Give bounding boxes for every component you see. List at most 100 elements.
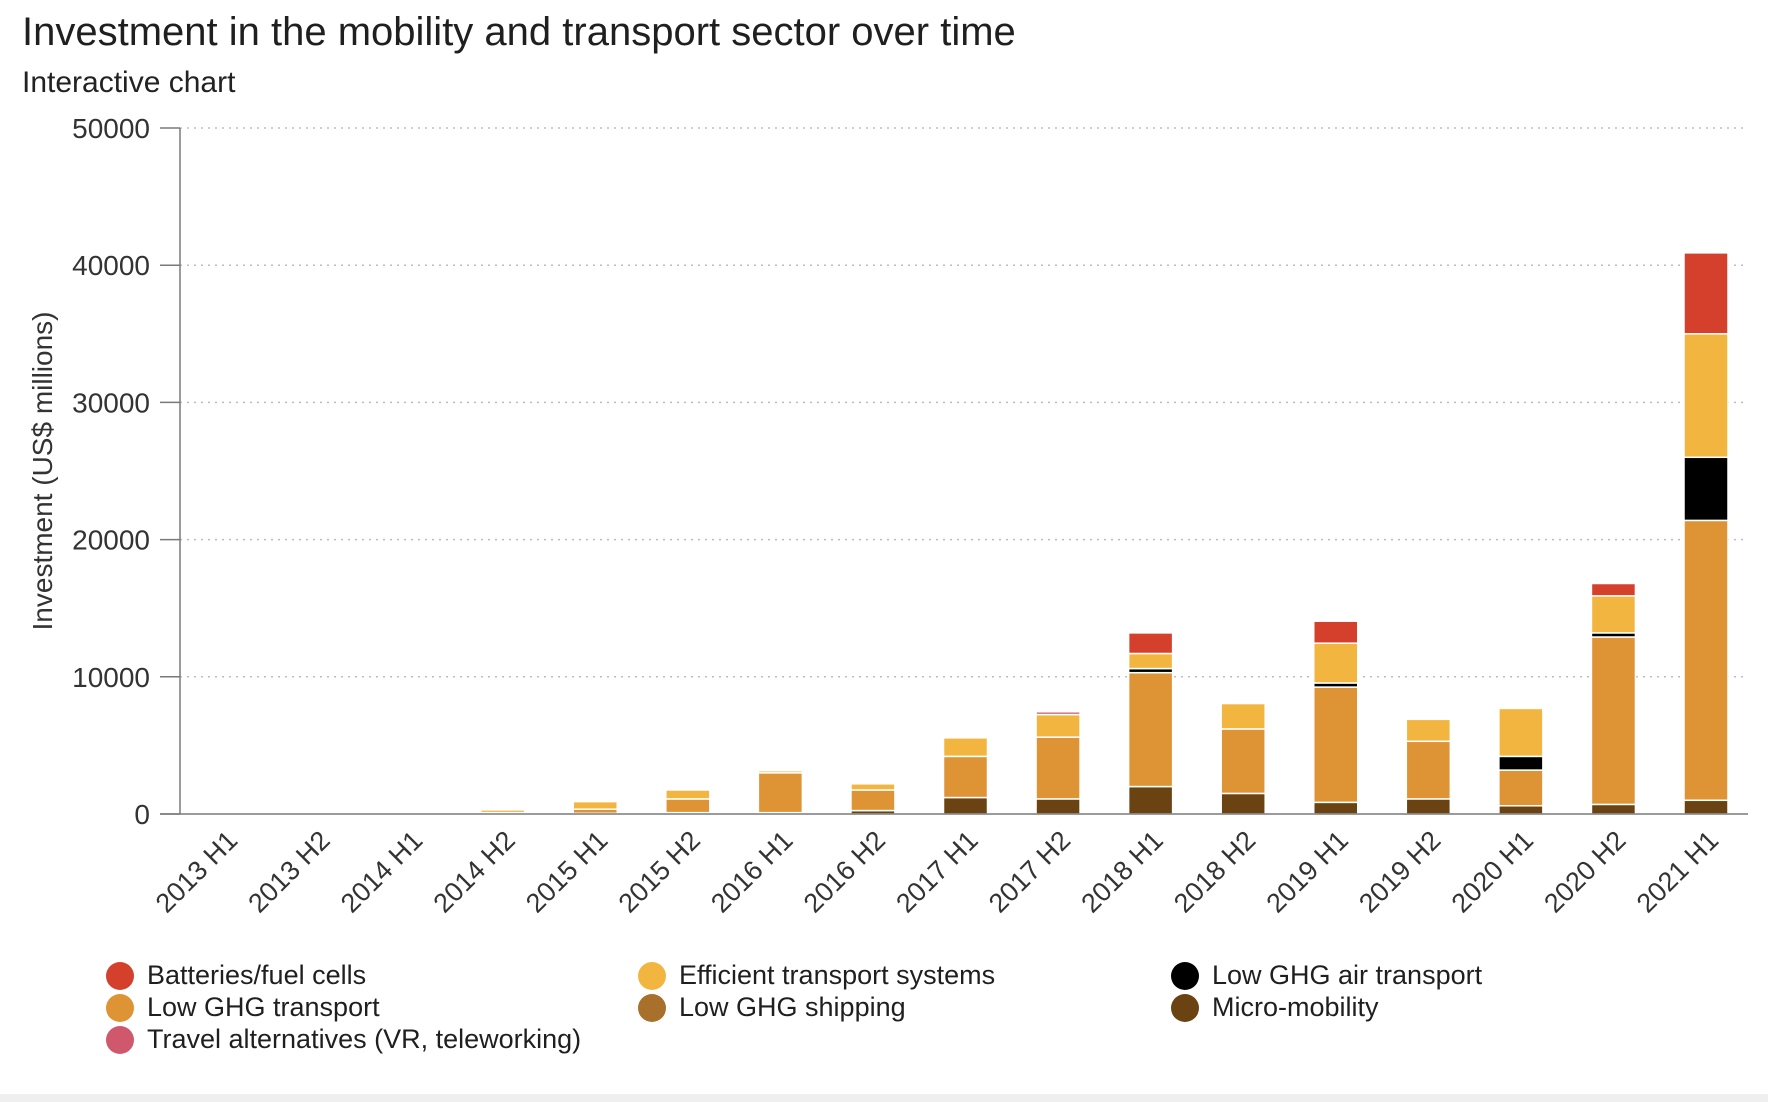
bar-segment[interactable]	[1127, 632, 1174, 655]
y-ticks: 0 10000 20000 30000 40000 50000	[72, 113, 180, 830]
legend-label: Low GHG transport	[147, 992, 380, 1022]
bar-segment[interactable]	[1590, 636, 1637, 806]
legend-swatch	[638, 961, 666, 990]
bar-segment[interactable]	[665, 789, 711, 800]
bar-segment[interactable]	[1313, 801, 1359, 815]
bar-segment[interactable]	[850, 789, 896, 812]
legend-item[interactable]: Batteries/fuel cells	[106, 960, 638, 991]
y-tick-label: 50000	[72, 113, 150, 144]
x-tick-label: 2016 H2	[798, 825, 891, 918]
bar-stack[interactable]	[572, 800, 618, 816]
bar-segment[interactable]	[1220, 728, 1266, 795]
chart-subtitle: Interactive chart	[22, 66, 236, 99]
legend-label: Batteries/fuel cells	[147, 960, 367, 990]
bar-stack[interactable]	[757, 770, 804, 815]
x-tick-label: 2018 H1	[1075, 825, 1168, 918]
bar-segment[interactable]	[1590, 582, 1637, 597]
bar-segment[interactable]	[1498, 769, 1544, 807]
bar-segment[interactable]	[1498, 704, 1544, 708]
bar-stack[interactable]	[1035, 711, 1081, 815]
legend-swatch	[1171, 993, 1199, 1022]
y-tick-label: 10000	[72, 662, 150, 693]
bar-segment[interactable]	[665, 798, 711, 814]
legend-label: Low GHG shipping	[679, 992, 906, 1022]
bar-stack[interactable]	[1127, 632, 1174, 815]
bar-segment[interactable]	[1127, 785, 1174, 815]
bar-segment[interactable]	[1683, 333, 1729, 459]
bar-segment[interactable]	[1590, 595, 1637, 634]
gridlines	[180, 127, 1748, 678]
bar-segment[interactable]	[1035, 711, 1081, 716]
x-tick-label: 2015 H2	[613, 825, 706, 918]
bar-segment[interactable]	[1035, 798, 1081, 815]
bar-stack[interactable]	[1405, 718, 1452, 815]
bar-segment[interactable]	[1683, 456, 1729, 522]
axes	[160, 128, 1748, 815]
legend-swatch	[638, 993, 666, 1022]
bar-segment[interactable]	[942, 796, 989, 815]
bar-segment[interactable]	[1220, 792, 1266, 815]
y-tick-label: 40000	[72, 250, 150, 281]
x-ticks: 2013 H1 2013 H2 2014 H1 2014 H2 2015 H1 2015 …	[150, 825, 1724, 918]
bar-segment[interactable]	[1683, 252, 1729, 335]
bar-segment[interactable]	[1405, 798, 1452, 815]
bars	[479, 252, 1729, 816]
legend-label: Micro-mobility	[1212, 992, 1379, 1022]
bar-stack[interactable]	[1683, 252, 1729, 815]
bar-segment[interactable]	[1313, 686, 1359, 804]
legend-item[interactable]: Micro-mobility	[1171, 992, 1651, 1023]
bar-segment[interactable]	[1683, 799, 1729, 815]
bar-stack[interactable]	[1498, 704, 1544, 815]
legend-swatch	[1171, 961, 1199, 990]
legend-item[interactable]: Low GHG shipping	[638, 992, 1171, 1023]
x-tick-label: 2016 H1	[705, 825, 798, 918]
chart-title: Investment in the mobility and transport…	[22, 10, 1016, 54]
bar-segment[interactable]	[1498, 755, 1544, 771]
bar-stack[interactable]	[1313, 620, 1359, 815]
x-tick-label: 2017 H2	[983, 825, 1076, 918]
bar-segment[interactable]	[1405, 718, 1452, 743]
bar-stack[interactable]	[1590, 582, 1637, 815]
bottom-border	[0, 1094, 1768, 1102]
bar-segment[interactable]	[479, 809, 526, 814]
bar-segment[interactable]	[1590, 803, 1637, 815]
x-tick-label: 2018 H2	[1168, 825, 1261, 918]
x-tick-label: 2019 H1	[1261, 825, 1354, 918]
bar-segment[interactable]	[1035, 736, 1081, 800]
bar-segment[interactable]	[572, 800, 618, 810]
legend-item[interactable]: Low GHG transport	[106, 992, 638, 1023]
legend-item[interactable]: Efficient transport systems	[638, 960, 1171, 991]
bar-segment[interactable]	[1683, 519, 1729, 802]
bar-stack[interactable]	[1220, 702, 1266, 815]
bar-segment[interactable]	[757, 772, 804, 814]
legend-swatch	[106, 961, 134, 990]
bar-stack[interactable]	[850, 783, 896, 815]
bar-segment[interactable]	[1498, 707, 1544, 758]
bar-segment[interactable]	[757, 770, 804, 774]
bar-segment[interactable]	[850, 783, 896, 791]
x-tick-label: 2013 H1	[150, 825, 243, 918]
bar-segment[interactable]	[1313, 620, 1359, 644]
x-tick-label: 2015 H1	[520, 825, 613, 918]
bar-segment[interactable]	[1035, 713, 1081, 738]
bar-stack[interactable]	[942, 737, 989, 815]
legend-item[interactable]: Travel alternatives (VR, teleworking)	[106, 1024, 638, 1055]
bar-segment[interactable]	[1127, 671, 1174, 788]
x-tick-label: 2017 H1	[890, 825, 983, 918]
bar-segment[interactable]	[1220, 702, 1266, 730]
bar-segment[interactable]	[1498, 805, 1544, 815]
bar-segment[interactable]	[1405, 740, 1452, 800]
legend-swatch	[106, 1025, 134, 1054]
x-tick-label: 2021 H1	[1631, 825, 1724, 918]
bar-segment[interactable]	[942, 755, 989, 799]
x-tick-label: 2019 H2	[1353, 825, 1446, 918]
bar-segment[interactable]	[1313, 642, 1359, 684]
bar-segment[interactable]	[942, 737, 989, 758]
x-tick-label: 2020 H1	[1446, 825, 1539, 918]
legend-item[interactable]: Low GHG air transport	[1171, 960, 1651, 991]
bar-stack[interactable]	[665, 789, 711, 815]
x-tick-label: 2014 H2	[428, 825, 521, 918]
bar-segment[interactable]	[1127, 652, 1174, 670]
y-tick-label: 0	[134, 799, 150, 830]
